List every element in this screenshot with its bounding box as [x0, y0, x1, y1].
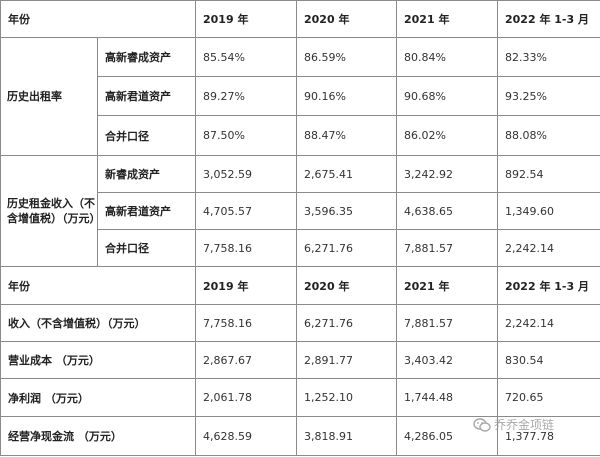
value-cell: 4,628.59 [195, 416, 297, 456]
header-cell: 2019 年 [195, 0, 297, 38]
group-label-rental-income: 历史租金收入（不含增值税）（万元） [0, 155, 98, 267]
table-row: 高新君道资产 4,705.57 3,596.35 4,638.65 1,349.… [1, 192, 600, 230]
row-label-revenue: 收入（不含增值税）（万元） [0, 304, 196, 342]
row-label: 高新睿成资产 [97, 37, 196, 77]
table-row: 历史租金收入（不含增值税）（万元） 新睿成资产 3,052.59 2,675.4… [0, 155, 600, 267]
value-cell: 86.02% [396, 115, 498, 156]
header-cell: 2022 年 1-3 月 [497, 0, 600, 38]
value-cell: 6,271.76 [296, 304, 397, 342]
table-row: 合并口径 7,758.16 6,271.76 7,881.57 2,242.14 [1, 229, 600, 267]
table-row: 合并口径 87.50% 88.47% 86.02% 88.08% [1, 115, 600, 156]
header-cell: 2021 年 [396, 0, 498, 38]
table-subheader-row: 年份 2019 年 2020 年 2021 年 2022 年 1-3 月 [0, 266, 600, 305]
value-cell: 3,403.42 [396, 341, 498, 379]
value-cell: 720.65 [497, 378, 600, 417]
table-row: 高新君道资产 89.27% 90.16% 90.68% 93.25% [1, 76, 600, 116]
row-label-operating-cost: 营业成本 （万元） [0, 341, 196, 379]
header-cell-year: 年份 [0, 0, 196, 38]
value-cell: 892.54 [497, 155, 600, 193]
header-cell: 2020 年 [296, 266, 397, 305]
value-cell: 4,638.65 [396, 192, 498, 230]
value-cell: 7,758.16 [195, 304, 297, 342]
value-cell: 7,881.57 [396, 304, 498, 342]
header-cell: 2019 年 [195, 266, 297, 305]
value-cell: 1,744.48 [396, 378, 498, 417]
row-label: 高新君道资产 [97, 76, 196, 116]
value-cell: 87.50% [195, 115, 297, 156]
value-cell: 2,061.78 [195, 378, 297, 417]
row-label: 合并口径 [97, 115, 196, 156]
value-cell: 2,242.14 [497, 229, 600, 267]
table-row: 经营净现金流 （万元） 4,628.59 3,818.91 4,286.05 1… [0, 416, 600, 456]
value-cell: 85.54% [195, 37, 297, 77]
value-cell: 90.68% [396, 76, 498, 116]
value-cell: 6,271.76 [296, 229, 397, 267]
row-label: 高新君道资产 [97, 192, 196, 230]
header-cell-year: 年份 [0, 266, 196, 305]
value-cell: 2,675.41 [296, 155, 397, 193]
row-label-net-profit: 净利润 （万元） [0, 378, 196, 417]
value-cell: 3,818.91 [296, 416, 397, 456]
header-cell: 2022 年 1-3 月 [497, 266, 600, 305]
value-cell: 7,881.57 [396, 229, 498, 267]
row-label: 合并口径 [97, 229, 196, 267]
table-header-row: 年份 2019 年 2020 年 2021 年 2022 年 1-3 月 [0, 0, 600, 38]
table-row: 营业成本 （万元） 2,867.67 2,891.77 3,403.42 830… [0, 341, 600, 379]
header-cell: 2020 年 [296, 0, 397, 38]
row-label-operating-cash-flow: 经营净现金流 （万元） [0, 416, 196, 456]
value-cell: 3,052.59 [195, 155, 297, 193]
table-row: 收入（不含增值税）（万元） 7,758.16 6,271.76 7,881.57… [0, 304, 600, 342]
value-cell: 80.84% [396, 37, 498, 77]
value-cell: 2,242.14 [497, 304, 600, 342]
header-cell: 2021 年 [396, 266, 498, 305]
value-cell: 2,867.67 [195, 341, 297, 379]
value-cell: 86.59% [296, 37, 397, 77]
value-cell: 7,758.16 [195, 229, 297, 267]
value-cell: 93.25% [497, 76, 600, 116]
value-cell: 90.16% [296, 76, 397, 116]
value-cell: 1,349.60 [497, 192, 600, 230]
value-cell: 4,286.05 [396, 416, 498, 456]
value-cell: 88.08% [497, 115, 600, 156]
value-cell: 2,891.77 [296, 341, 397, 379]
row-label: 新睿成资产 [97, 155, 196, 193]
value-cell: 1,377.78 [497, 416, 600, 456]
value-cell: 1,252.10 [296, 378, 397, 417]
value-cell: 88.47% [296, 115, 397, 156]
group-label-occupancy: 历史出租率 [0, 37, 98, 156]
table-row: 净利润 （万元） 2,061.78 1,252.10 1,744.48 720.… [0, 378, 600, 417]
value-cell: 89.27% [195, 76, 297, 116]
value-cell: 830.54 [497, 341, 600, 379]
value-cell: 3,596.35 [296, 192, 397, 230]
value-cell: 3,242.92 [396, 155, 498, 193]
value-cell: 82.33% [497, 37, 600, 77]
value-cell: 4,705.57 [195, 192, 297, 230]
table-row: 历史出租率 高新睿成资产 85.54% 86.59% 80.84% 82.33% [0, 37, 600, 156]
